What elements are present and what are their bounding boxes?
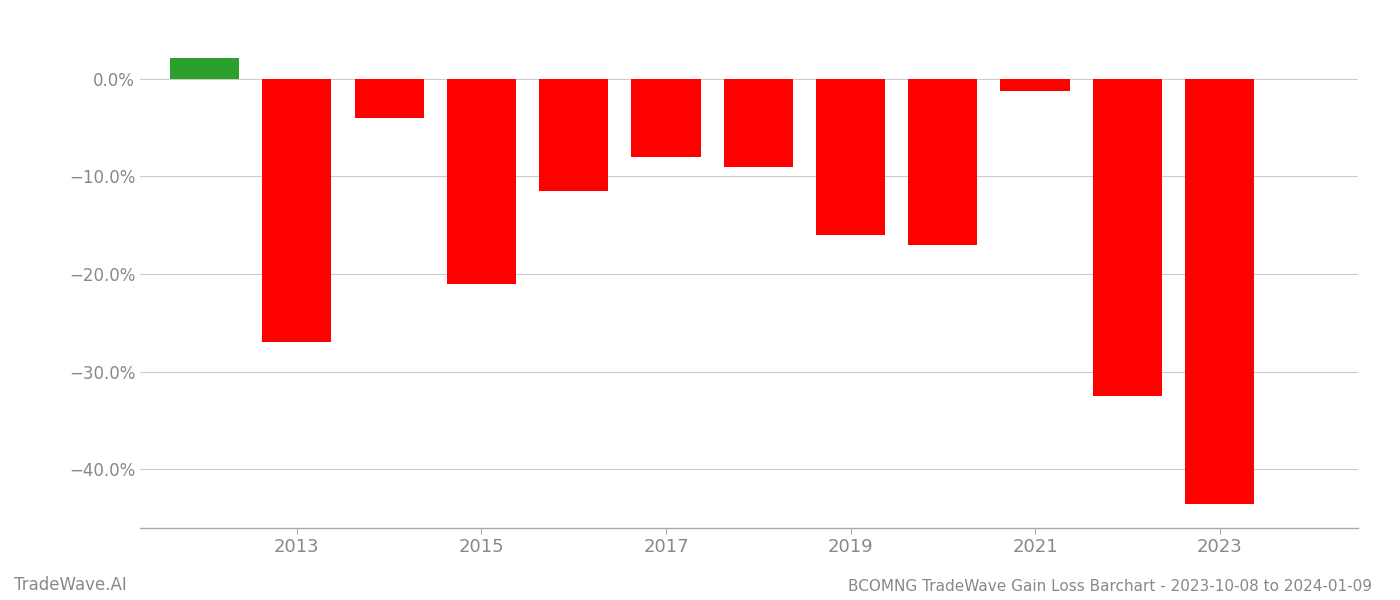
Bar: [447, 79, 517, 284]
Bar: [631, 79, 700, 157]
Bar: [1001, 79, 1070, 91]
Bar: [909, 79, 977, 245]
Bar: [262, 79, 332, 343]
Bar: [169, 58, 239, 79]
Bar: [354, 79, 424, 118]
Text: TradeWave.AI: TradeWave.AI: [14, 576, 127, 594]
Bar: [1093, 79, 1162, 396]
Bar: [724, 79, 792, 167]
Text: BCOMNG TradeWave Gain Loss Barchart - 2023-10-08 to 2024-01-09: BCOMNG TradeWave Gain Loss Barchart - 20…: [848, 579, 1372, 594]
Bar: [816, 79, 885, 235]
Bar: [539, 79, 608, 191]
Bar: [1184, 79, 1254, 503]
